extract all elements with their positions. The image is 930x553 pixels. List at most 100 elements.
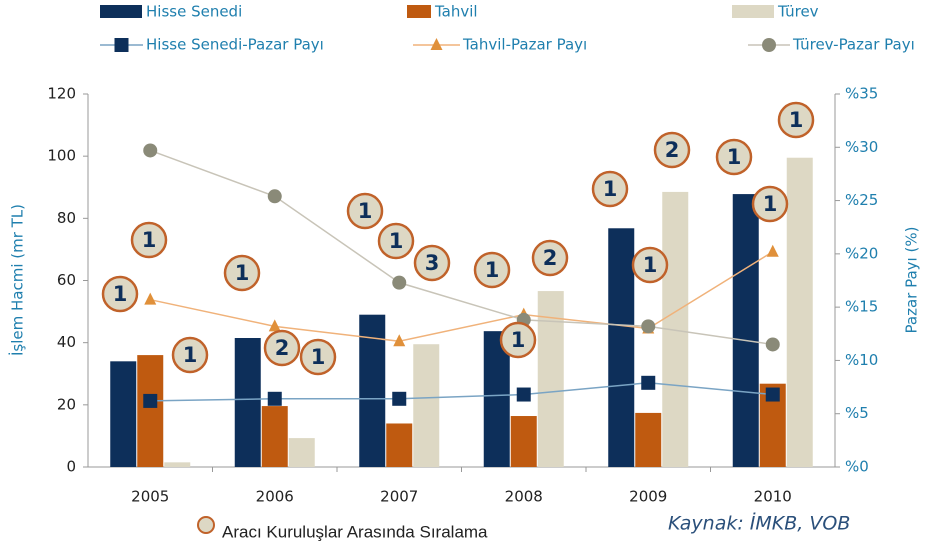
bar (510, 416, 537, 467)
line-marker (143, 143, 158, 158)
x-tick-label: 2008 (505, 488, 543, 506)
line-marker (143, 393, 158, 408)
line-marker (267, 391, 282, 406)
legend-label: Türev (777, 3, 819, 21)
ranking-circle (631, 246, 669, 284)
bar (164, 462, 191, 467)
ranking-circle (171, 336, 209, 374)
line-marker (393, 334, 406, 347)
legend-swatch (100, 5, 142, 18)
ranking-label: 1 (142, 228, 157, 252)
y2-tick-label: %10 (845, 351, 878, 369)
ranking-circle (751, 185, 789, 223)
line-marker (268, 319, 281, 332)
line-marker (144, 292, 157, 305)
ranking-circle (299, 338, 337, 376)
ranking-label: 2 (665, 138, 680, 162)
legend-marker (430, 38, 443, 50)
ranking-circle (715, 138, 753, 176)
legend-label: Türev-Pazar Payı (792, 36, 915, 54)
y-tick-label: 80 (57, 209, 76, 227)
bar (635, 412, 662, 467)
legend-marker (762, 38, 776, 52)
rankings-legend: Aracı Kuruluşlar Arasında Sıralama (222, 522, 488, 541)
ranking-label: 1 (603, 177, 618, 201)
ranking-label: 3 (425, 251, 440, 275)
ranking-circle (413, 244, 451, 282)
ranking-circle (499, 321, 537, 359)
ranking-label: 1 (763, 192, 778, 216)
bar (786, 157, 813, 468)
bar (288, 438, 315, 467)
bar (261, 406, 288, 467)
bar (386, 423, 413, 467)
ranking-label: 1 (789, 108, 804, 132)
ranking-label: 1 (183, 343, 198, 367)
ranking-circle (263, 329, 301, 367)
line (150, 382, 773, 402)
ranking-label: 2 (275, 336, 290, 360)
ranking-label: 1 (358, 199, 373, 223)
y-tick-label: 0 (66, 458, 76, 476)
ranking-label: 1 (643, 253, 658, 277)
y-tick-label: 120 (47, 85, 76, 103)
source: Kaynak: İMKB, VOB (668, 512, 850, 535)
ranking-circle (346, 192, 384, 230)
legend-marker (114, 38, 129, 52)
bar (359, 314, 386, 467)
ranking-label: 1 (235, 261, 250, 285)
line-marker (392, 391, 407, 406)
bar (413, 344, 440, 467)
rankings-legend-icon (197, 516, 215, 534)
bar (732, 194, 759, 468)
y2-tick-label: %35 (845, 85, 878, 103)
y2-tick-label: %5 (845, 404, 869, 422)
ranking-circle (223, 254, 261, 292)
line-marker (267, 189, 282, 204)
y2-tick-label: %25 (845, 191, 878, 209)
y-tick-label: 100 (47, 147, 76, 165)
legend-swatch (407, 5, 431, 18)
line-marker (766, 244, 779, 257)
ranking-label: 1 (113, 282, 128, 306)
line-marker (392, 275, 407, 290)
ranking-circle (377, 222, 415, 260)
ranking-circle (591, 170, 629, 208)
y2-axis-label: Pazar Payı (%) (903, 227, 921, 334)
y2-tick-label: %0 (845, 458, 869, 476)
legend-label: Tahvil-Pazar Payı (462, 36, 587, 54)
legend-label: Hisse Senedi-Pazar Payı (146, 36, 324, 54)
ranking-label: 1 (389, 229, 404, 253)
ranking-circle (473, 251, 511, 289)
ranking-circle (653, 131, 691, 169)
y-tick-label: 40 (57, 333, 76, 351)
ranking-label: 1 (727, 145, 742, 169)
bar (110, 361, 137, 467)
ranking-label: 1 (511, 328, 526, 352)
line-marker (641, 319, 656, 334)
ranking-label: 1 (311, 345, 326, 369)
legend-label: Tahvil (434, 3, 478, 21)
bar (483, 331, 510, 467)
bar (137, 355, 164, 467)
legend-swatch (732, 5, 774, 18)
ranking-circle (130, 221, 168, 259)
line-marker (641, 375, 656, 390)
y2-tick-label: %30 (845, 138, 878, 156)
line (150, 251, 774, 343)
ranking-circle (777, 101, 815, 139)
y2-tick-label: %20 (845, 244, 878, 262)
x-tick-label: 2006 (256, 488, 294, 506)
line-marker (765, 337, 780, 352)
legend-label: Hisse Senedi (146, 3, 242, 21)
y-tick-label: 20 (57, 395, 76, 413)
x-tick-label: 2007 (380, 488, 418, 506)
line-marker (516, 387, 531, 402)
line (149, 149, 773, 346)
y2-tick-label: %15 (845, 298, 878, 316)
x-tick-label: 2009 (629, 488, 667, 506)
ranking-circle (101, 275, 139, 313)
line-marker (765, 387, 780, 402)
ranking-label: 1 (485, 258, 500, 282)
